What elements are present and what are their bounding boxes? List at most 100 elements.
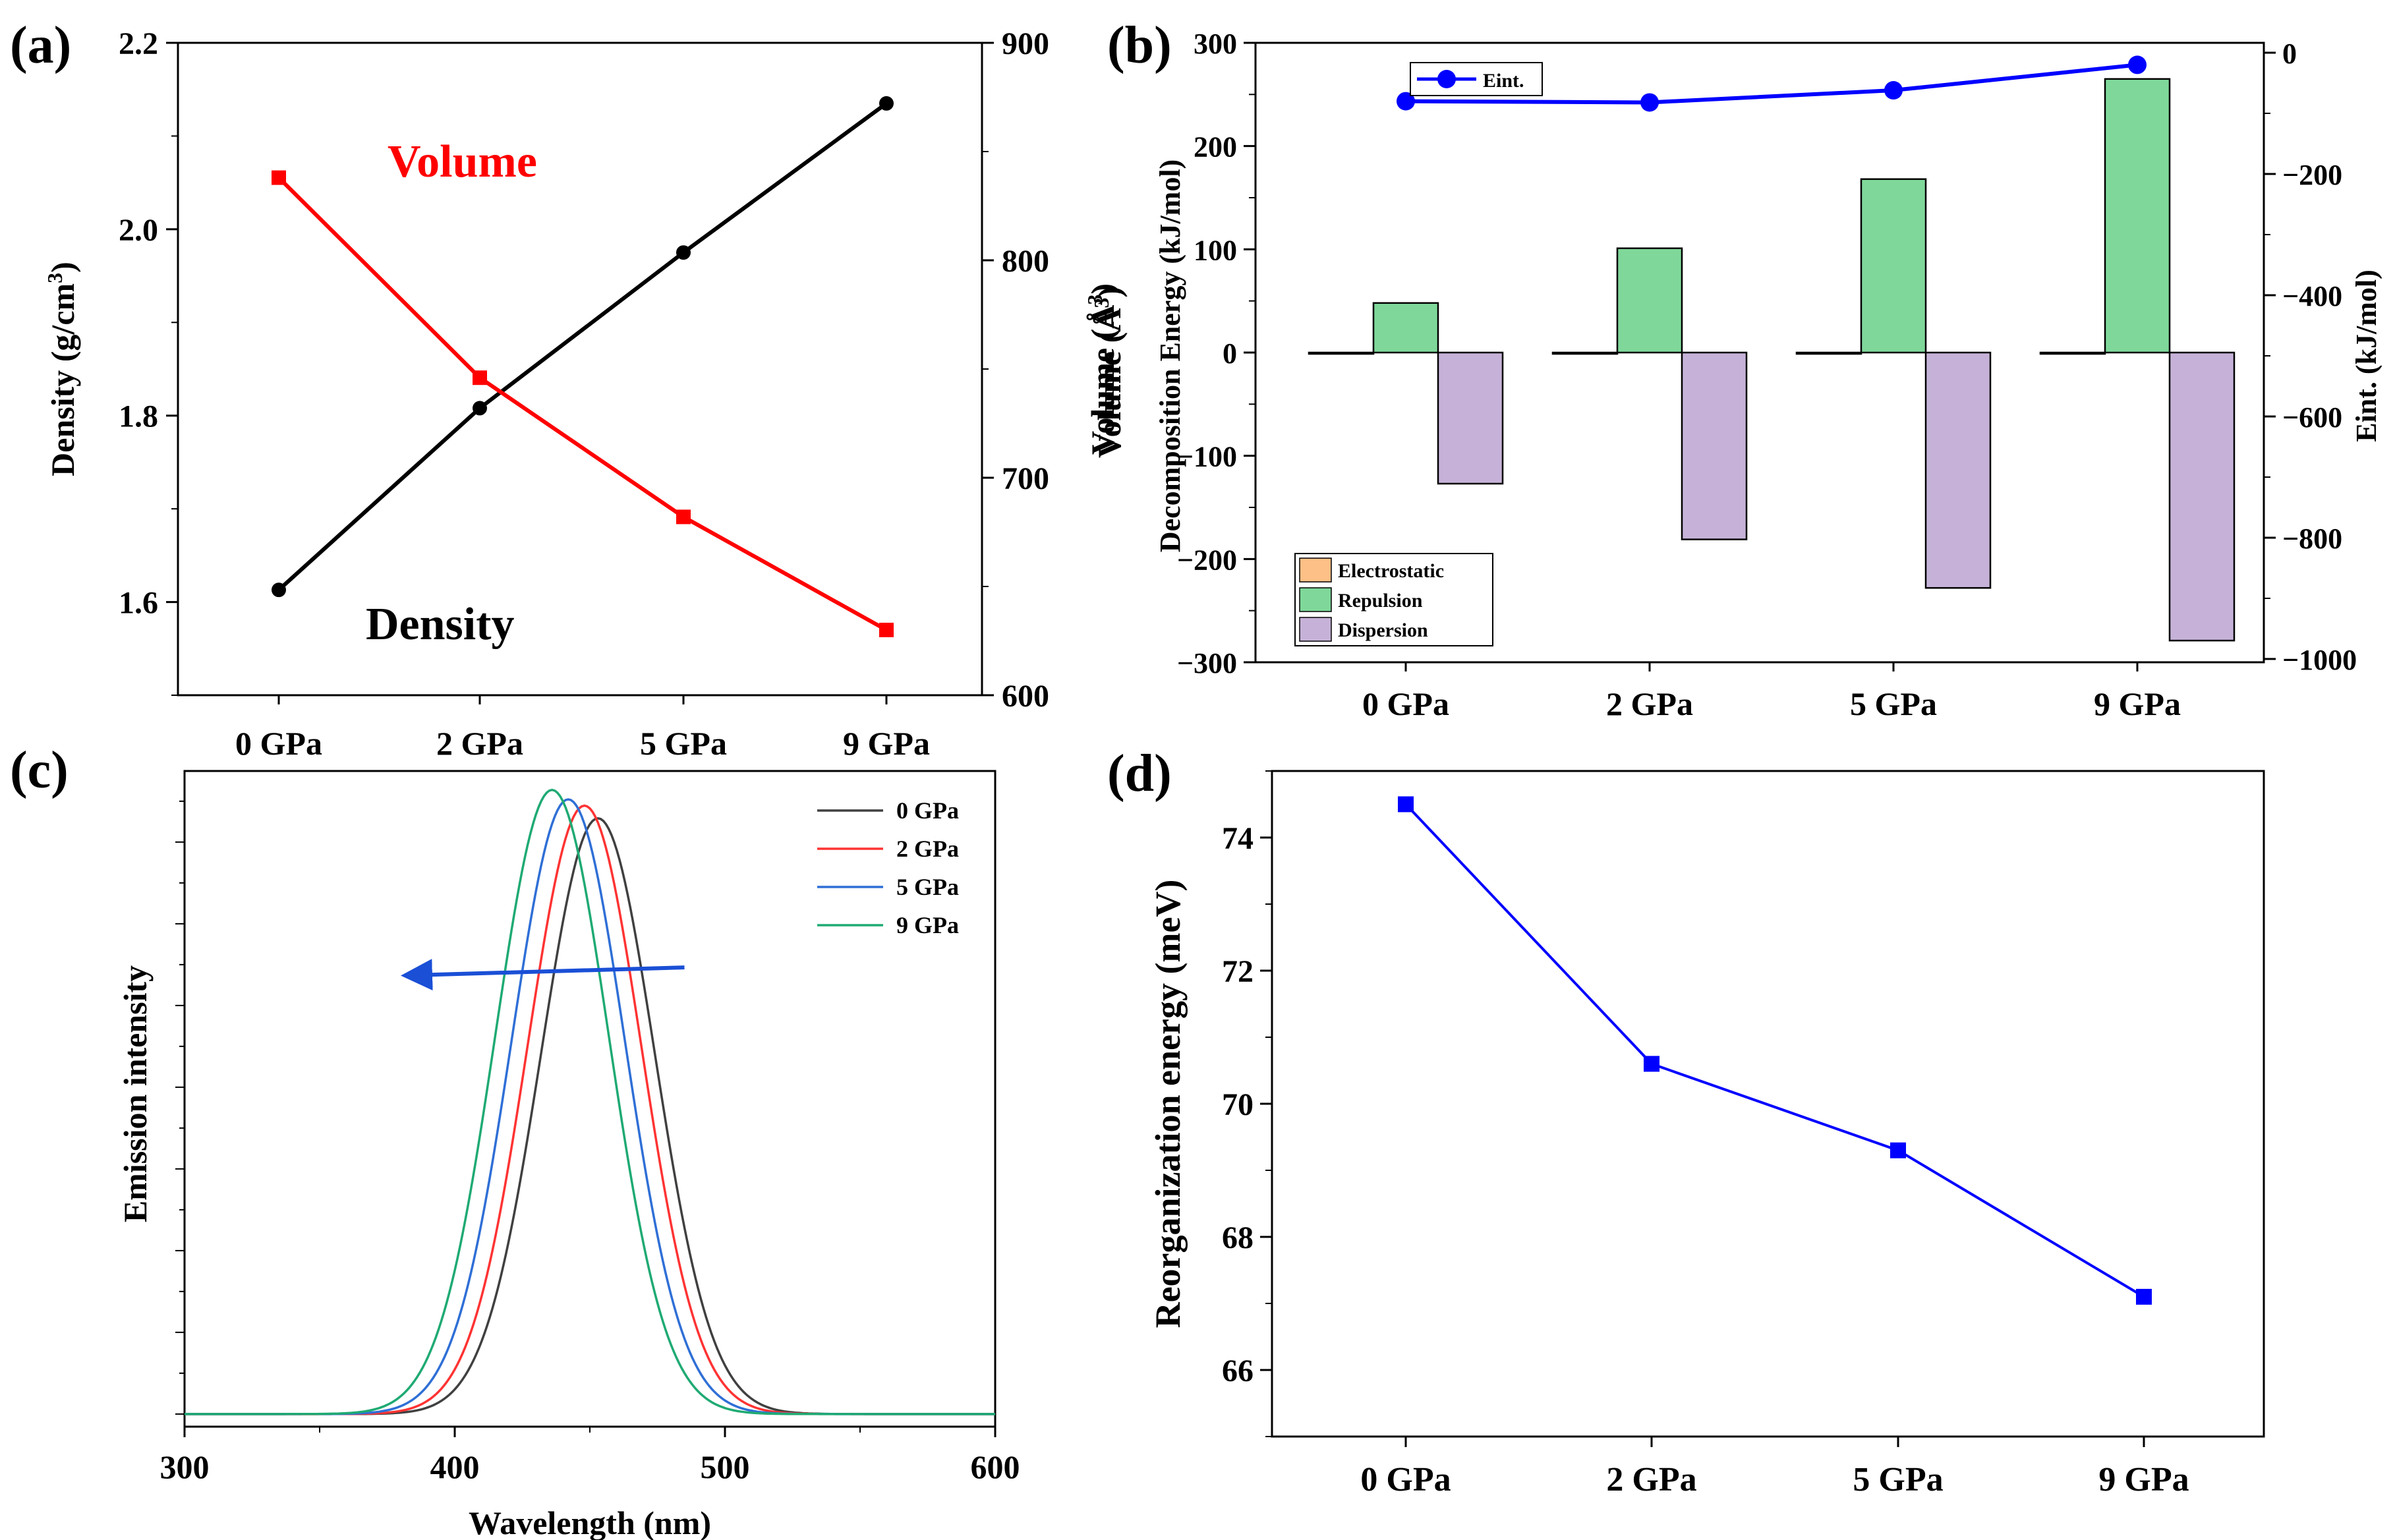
c-legend-label: 9 GPa xyxy=(896,912,959,938)
b-ytick-label: 300 xyxy=(1194,28,1237,60)
d-ytick-label: 70 xyxy=(1222,1087,1254,1122)
legend-label-dispersion: Dispersion xyxy=(1338,619,1428,641)
d-xtick-label: 5 GPa xyxy=(1853,1461,1943,1498)
b-xtick-label: 9 GPa xyxy=(2094,685,2181,722)
panel-b-ylabel-volume: Volume (Å3) xyxy=(1089,287,1128,458)
panel-label-a: (a) xyxy=(10,16,71,74)
panel-a-frame xyxy=(177,42,983,697)
a-point-density xyxy=(676,245,691,260)
b-ytick-label: 100 xyxy=(1194,234,1237,266)
b-ytick-label: 200 xyxy=(1194,131,1237,163)
d-point xyxy=(1644,1056,1659,1072)
panel-label-b: (b) xyxy=(1107,16,1172,74)
b-bar-repulsion xyxy=(1372,302,1439,354)
d-xtick-label: 9 GPa xyxy=(2098,1461,2189,1498)
legend-swatch-repulsion xyxy=(1299,587,1332,612)
panel-d-ylabel: Reorganization energy (meV) xyxy=(1148,880,1188,1328)
c-curve-9-gpa xyxy=(185,788,995,1415)
b-ytick-label: −100 xyxy=(1177,441,1237,473)
panel-a-y2label: Volume (Å3) xyxy=(1083,283,1121,455)
annotation-density: Density xyxy=(366,599,515,650)
c-xtick-label: 300 xyxy=(160,1448,210,1485)
b-ytick-label: −300 xyxy=(1177,647,1237,679)
c-legend-label: 0 GPa xyxy=(896,797,959,824)
b-y2tick-label: −600 xyxy=(2282,401,2342,434)
panel-b-y2label: Eint. (kJ/mol) xyxy=(2350,270,2382,442)
b-ytick-label: 0 xyxy=(1223,337,1237,370)
panel-b-ylabel: Decomposition Energy (kJ/mol) xyxy=(1154,159,1186,552)
b-bar-electrostatic xyxy=(1308,351,1375,355)
a-y2tick-label: 900 xyxy=(1002,26,1049,61)
b-y2tick-label: −200 xyxy=(2282,159,2342,191)
b-y2tick-label: −1000 xyxy=(2282,644,2357,676)
panel-b-chart: 0 GPa 2 GPa 5 GPa 9 GPa−300−200−10001002003… xyxy=(1089,28,2382,722)
panel-d-chart: 0 GPa 2 GPa 5 GPa 9 GPa 66 68 70 72 74 Reorganiz… xyxy=(1148,770,2265,1498)
legend-swatch-electrostatic xyxy=(1299,557,1332,583)
panel-label-d: (d) xyxy=(1107,745,1172,803)
b-bar-dispersion xyxy=(2168,351,2236,642)
c-curve-2-gpa xyxy=(185,804,995,1415)
c-legend-label: 5 GPa xyxy=(896,874,959,900)
b-bar-repulsion xyxy=(2104,78,2171,354)
a-point-volume xyxy=(272,170,286,185)
b-bar-electrostatic xyxy=(1795,351,1862,355)
a-point-volume xyxy=(473,370,487,385)
a-y2tick-label: 600 xyxy=(1002,679,1049,714)
d-point xyxy=(1398,796,1414,813)
annotation-volume: Volume xyxy=(388,136,537,187)
b-bar-dispersion xyxy=(1437,351,1504,485)
a-point-volume xyxy=(676,509,691,525)
d-xtick-label: 2 GPa xyxy=(1606,1461,1696,1498)
a-point-density xyxy=(272,583,286,598)
a-xtick-label: 0 GPa xyxy=(235,725,322,762)
panel-c-frame xyxy=(183,770,996,1428)
panel-c-xlabel: Wavelength (nm) xyxy=(469,1504,711,1540)
d-xtick-label: 0 GPa xyxy=(1360,1461,1451,1498)
a-ytick-label: 2.0 xyxy=(119,213,158,248)
panel-c-chart: 300 400 500 600 Wavelength (nm) Emission in… xyxy=(117,770,1020,1540)
d-ytick-label: 68 xyxy=(1222,1220,1254,1255)
panel-a-chart: 0 GPa 2 GPa 5 GPa 9 GPa 1.6 1.8 2.0 2.2 600 700 80… xyxy=(43,26,1121,762)
b-eint-line xyxy=(1405,63,2138,105)
c-legend-label: 2 GPa xyxy=(896,836,959,862)
b-y2tick-label: −800 xyxy=(2282,523,2342,555)
a-series-volume-line xyxy=(277,176,888,632)
legend-label-electrostatic: Electrostatic xyxy=(1338,560,1444,582)
legend-eint-label: Eint. xyxy=(1483,70,1524,92)
a-xtick-label: 9 GPa xyxy=(843,725,930,762)
d-ytick-label: 74 xyxy=(1222,821,1254,856)
b-xtick-label: 2 GPa xyxy=(1606,685,1693,722)
panel-c-legend: 0 GPa 2 GPa 5 GPa 9 GPa xyxy=(817,797,959,938)
d-ytick-label: 66 xyxy=(1222,1354,1254,1388)
c-xtick-label: 500 xyxy=(701,1448,750,1485)
legend-label-repulsion: Repulsion xyxy=(1338,590,1423,612)
blue-shift-arrow xyxy=(401,959,685,991)
a-ytick-label: 2.2 xyxy=(119,26,158,61)
b-bar-electrostatic xyxy=(1551,351,1619,355)
panel-c-ylabel: Emission intensity xyxy=(117,965,154,1222)
panel-label-c: (c) xyxy=(10,741,69,799)
c-xtick-label: 400 xyxy=(430,1448,480,1485)
c-curve-5-gpa xyxy=(185,798,995,1415)
b-eint-point xyxy=(1884,81,1903,100)
b-ytick-label: −200 xyxy=(1177,544,1237,576)
b-eint-point xyxy=(2128,55,2147,74)
a-xtick-label: 2 GPa xyxy=(436,725,523,762)
d-ytick-label: 72 xyxy=(1222,954,1254,989)
a-ytick-label: 1.8 xyxy=(119,399,158,434)
b-eint-point xyxy=(1640,93,1659,112)
d-point xyxy=(2136,1288,2152,1305)
b-bar-repulsion xyxy=(1860,178,1927,354)
panel-a-ylabel: Density (g/cm3) xyxy=(43,262,81,476)
a-point-density xyxy=(879,96,894,111)
legend-eint: Eint. xyxy=(1410,62,1543,96)
a-ytick-label: 1.6 xyxy=(119,586,158,621)
b-bar-dispersion xyxy=(1681,351,1748,540)
d-point xyxy=(1890,1142,1906,1158)
b-y2tick-label: 0 xyxy=(2282,38,2297,70)
b-bar-repulsion xyxy=(1616,247,1683,354)
b-xtick-label: 5 GPa xyxy=(1850,685,1937,722)
b-bar-electrostatic xyxy=(2039,351,2106,355)
legend-swatch-dispersion xyxy=(1299,617,1332,642)
